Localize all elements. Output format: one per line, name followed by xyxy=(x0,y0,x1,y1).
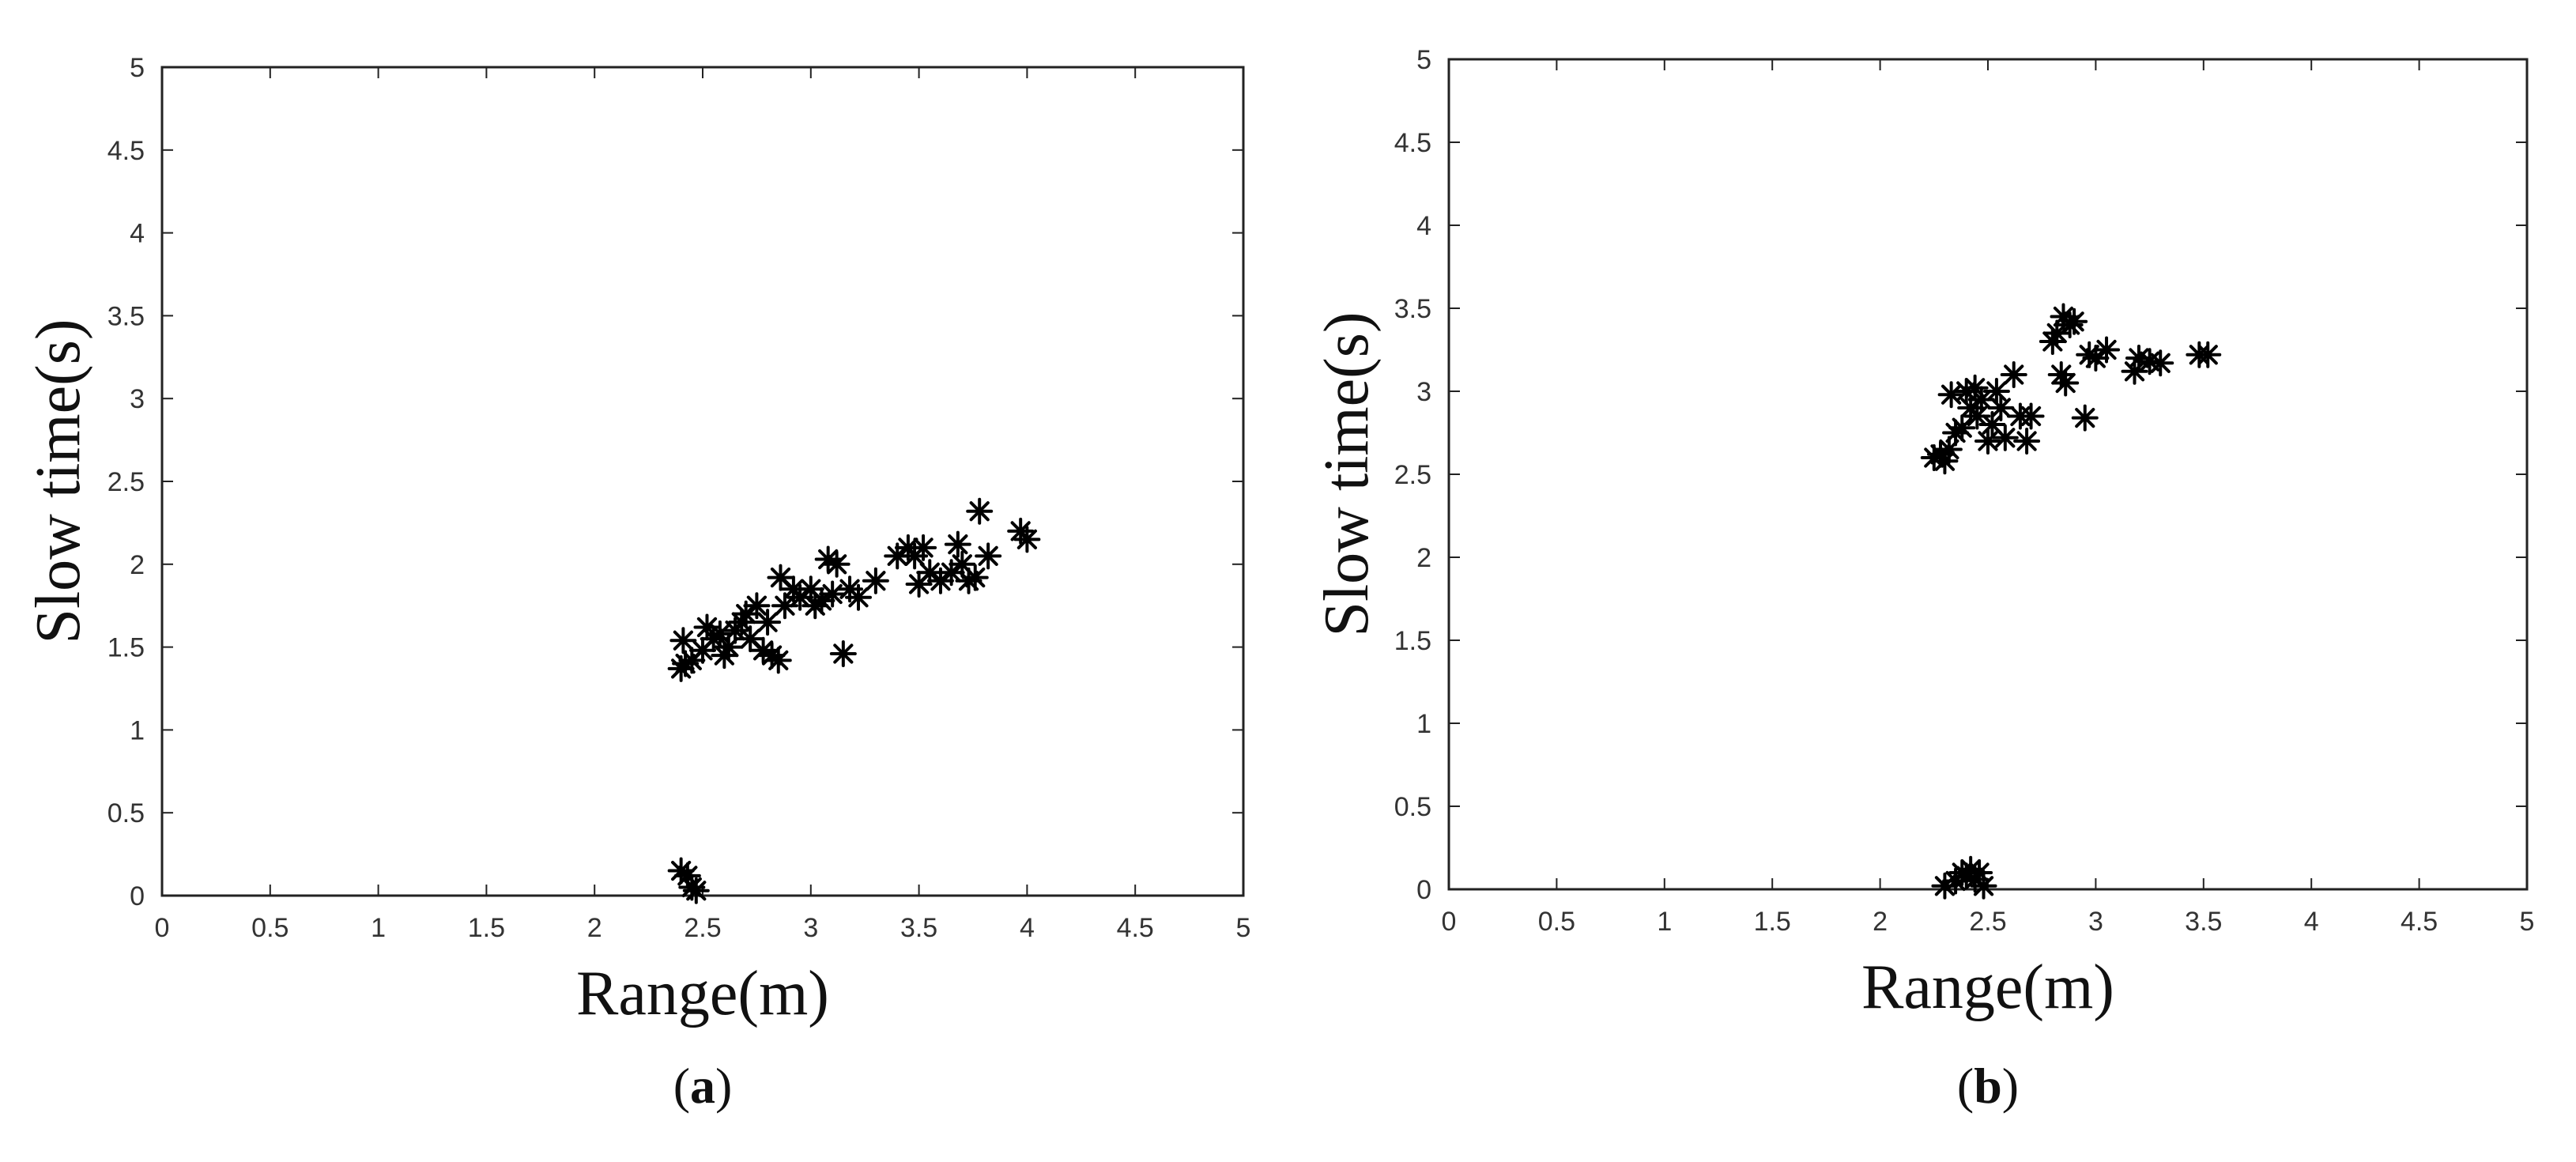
x-tick-label: 5 xyxy=(1236,913,1251,943)
x-tick-label: 2.5 xyxy=(684,913,721,943)
data-point xyxy=(823,550,850,578)
data-point xyxy=(2052,369,2080,397)
data-point xyxy=(764,647,792,674)
x-tick-label: 4.5 xyxy=(2401,907,2438,937)
data-point xyxy=(1931,447,1959,475)
panel-letter: a xyxy=(690,1058,715,1114)
data-point xyxy=(1948,414,1976,442)
y-tick-label: 3 xyxy=(1416,377,1431,407)
data-point xyxy=(2082,345,2110,372)
data-point xyxy=(2071,404,2099,432)
data-point xyxy=(862,567,889,594)
y-tick-label: 1.5 xyxy=(107,633,145,663)
y-tick-label: 2.5 xyxy=(107,467,145,497)
y-tick-label: 5 xyxy=(1416,45,1431,75)
data-point xyxy=(1013,526,1041,553)
x-tick-label: 5 xyxy=(2520,907,2535,937)
data-point xyxy=(975,542,1002,570)
x-tick-label: 0 xyxy=(1442,907,1457,937)
data-point xyxy=(2017,402,2045,430)
x-tick-label: 1.5 xyxy=(1754,907,1791,937)
y-axis-title: Slow time(s) xyxy=(24,319,93,643)
panel-caption: (b) xyxy=(1957,1058,2019,1114)
y-tick-label: 1 xyxy=(130,715,145,745)
x-tick-label: 4 xyxy=(1020,913,1035,943)
x-tick-label: 1.5 xyxy=(468,913,505,943)
x-tick-label: 0.5 xyxy=(1538,907,1575,937)
data-point xyxy=(966,497,994,525)
x-tick-label: 4 xyxy=(2304,907,2319,937)
y-tick-label: 5 xyxy=(130,53,145,83)
x-tick-label: 0.5 xyxy=(251,913,289,943)
data-point xyxy=(682,877,710,904)
data-point xyxy=(1991,424,2019,451)
panel-caption: (a) xyxy=(673,1058,733,1114)
data-point xyxy=(2147,349,2174,377)
data-point xyxy=(2093,336,2121,364)
y-tick-label: 2 xyxy=(1416,543,1431,573)
data-point xyxy=(743,592,771,620)
y-tick-label: 4.5 xyxy=(1394,128,1431,158)
y-tick-label: 4 xyxy=(1416,211,1431,241)
data-point xyxy=(1970,872,1997,900)
x-axis-title: Range(m) xyxy=(576,959,829,1028)
y-tick-label: 2.5 xyxy=(1394,460,1431,490)
y-tick-label: 3.5 xyxy=(107,301,145,331)
y-tick-label: 1 xyxy=(1416,709,1431,739)
x-tick-label: 3 xyxy=(2088,907,2103,937)
panel-a: 0 0.5 1 1.5 2 2.5 3 3.5 4 4.5 5 0 0.5 1 1.5 2 2.5 3 3.5 4 4.… xyxy=(24,53,1250,1114)
x-tick-label: 3 xyxy=(803,913,818,943)
x-tick-label: 3.5 xyxy=(900,913,937,943)
data-point xyxy=(961,564,989,591)
x-axis-title: Range(m) xyxy=(1861,953,2114,1022)
panel-b: 0 0.5 1 1.5 2 2.5 3 3.5 4 4.5 5 0 0.5 1 1.5 2 2.5 3 3.5 4 4.… xyxy=(1312,45,2534,1114)
data-point xyxy=(2194,341,2222,368)
data-point xyxy=(2061,307,2088,335)
x-tick-label: 4.5 xyxy=(1117,913,1154,943)
data-point xyxy=(2000,361,2027,388)
data-point xyxy=(1974,428,2001,455)
data-point xyxy=(754,609,782,636)
y-tick-label: 3 xyxy=(130,384,145,414)
data-point xyxy=(844,583,872,611)
data-point xyxy=(1982,378,2010,405)
y-tick-label: 0 xyxy=(130,881,145,911)
data-point xyxy=(1961,374,1989,402)
data-point xyxy=(829,639,857,667)
data-point xyxy=(1987,394,2015,421)
x-tick-label: 2 xyxy=(587,913,602,943)
x-tick-label: 0 xyxy=(155,913,170,943)
plot-frame xyxy=(160,66,1245,897)
y-tick-label: 4.5 xyxy=(107,136,145,166)
panel-letter: b xyxy=(1974,1058,2002,1114)
x-tick-label: 2 xyxy=(1873,907,1888,937)
x-tick-label: 2.5 xyxy=(1969,907,2006,937)
x-tick-label: 1 xyxy=(1657,907,1672,937)
x-tick-label: 1 xyxy=(371,913,386,943)
data-point xyxy=(944,530,971,558)
y-tick-label: 2 xyxy=(130,550,145,580)
y-tick-label: 0 xyxy=(1416,875,1431,905)
y-tick-label: 3.5 xyxy=(1394,294,1431,324)
plot-frame xyxy=(1447,58,2529,891)
y-axis-title: Slow time(s) xyxy=(1312,311,1382,636)
data-point xyxy=(732,600,760,628)
y-tick-label: 0.5 xyxy=(1394,792,1431,822)
data-point xyxy=(819,580,847,608)
y-tick-label: 0.5 xyxy=(107,798,145,828)
data-point xyxy=(2013,428,2041,455)
x-tick-label: 3.5 xyxy=(2185,907,2222,937)
y-tick-label: 1.5 xyxy=(1394,626,1431,656)
y-tick-label: 4 xyxy=(130,219,145,249)
data-point xyxy=(910,534,937,561)
data-point xyxy=(669,627,697,655)
